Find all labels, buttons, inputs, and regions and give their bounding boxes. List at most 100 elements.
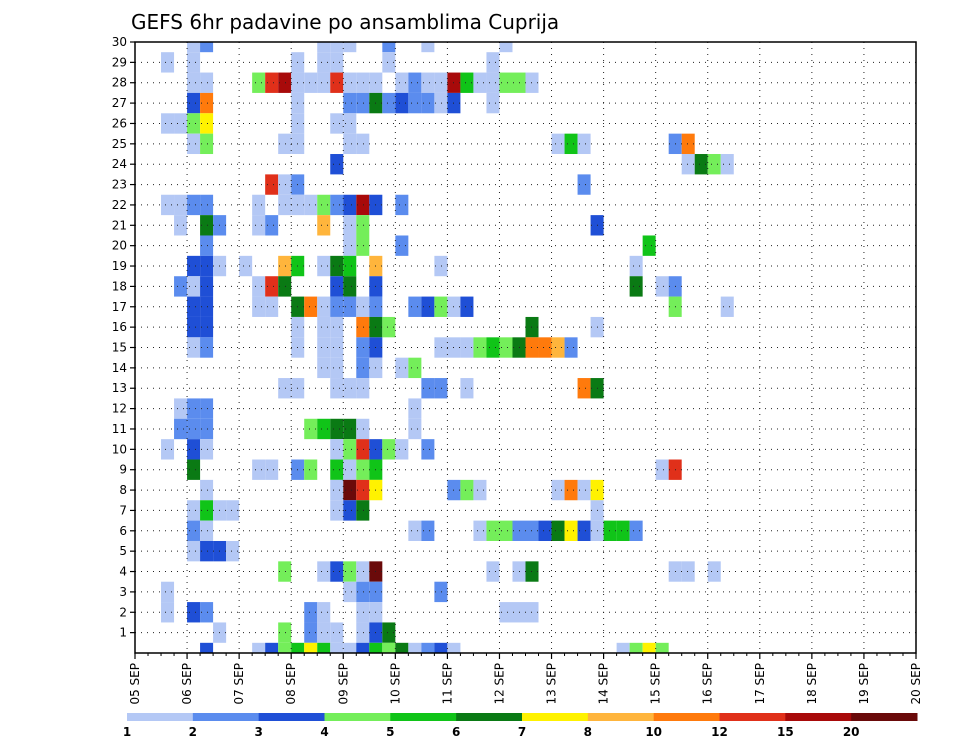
x-tick-label: 06 SEP: [180, 663, 194, 705]
heatmap-cell: [382, 52, 396, 73]
heatmap-cell: [551, 337, 565, 358]
colorbar-segment: [719, 713, 786, 721]
heatmap-cell: [408, 398, 422, 419]
heatmap-cell: [356, 133, 370, 155]
heatmap-cell: [200, 235, 214, 256]
heatmap-cell: [226, 540, 240, 562]
y-tick-label: 18: [112, 279, 127, 293]
colorbar-segment: [258, 713, 325, 721]
heatmap-cell: [200, 72, 214, 93]
heatmap-cell: [447, 642, 461, 653]
heatmap-cell: [174, 418, 188, 440]
colorbar-segment: [587, 713, 655, 721]
heatmap-cell: [343, 500, 357, 521]
heatmap-cell: [317, 642, 331, 653]
x-tick-label: 20 SEP: [909, 663, 923, 705]
heatmap-cell: [434, 378, 448, 399]
heatmap-cell: [278, 174, 292, 195]
heatmap-cell: [460, 296, 474, 317]
heatmap-cell: [330, 439, 344, 460]
heatmap-cell: [525, 316, 539, 338]
y-tick-label: 6: [119, 524, 127, 538]
heatmap-cell: [343, 642, 357, 653]
heatmap-cell: [265, 72, 279, 93]
y-tick-label: 1: [119, 626, 127, 640]
heatmap-cell: [655, 459, 669, 480]
heatmap-cell: [564, 133, 578, 155]
heatmap-cell: [187, 316, 201, 338]
heatmap-cell: [187, 52, 201, 73]
heatmap-cell: [187, 113, 201, 134]
heatmap-cell: [161, 194, 175, 216]
heatmap-cell: [304, 72, 318, 93]
y-tick-label: 15: [112, 341, 127, 355]
heatmap-cell: [525, 561, 539, 582]
x-tick-label: 15 SEP: [649, 663, 663, 705]
heatmap-cell: [356, 479, 370, 501]
y-tick-label: 5: [119, 544, 127, 558]
heatmap-cell: [473, 520, 487, 541]
heatmap-cell: [187, 296, 201, 317]
x-tick-label: 16 SEP: [701, 663, 715, 705]
heatmap-cell: [252, 215, 266, 236]
heatmap-cell: [343, 72, 357, 93]
heatmap-cell: [330, 154, 344, 175]
heatmap-cell: [421, 92, 435, 114]
heatmap-cell: [174, 276, 188, 297]
heatmap-cell: [265, 459, 279, 480]
heatmap-cell: [187, 92, 201, 114]
heatmap-cell: [434, 296, 448, 317]
colorbar-segment: [785, 713, 852, 721]
heatmap-cell: [421, 296, 435, 317]
heatmap-cell: [330, 418, 344, 440]
heatmap-cell: [330, 337, 344, 358]
heatmap-cell: [278, 255, 292, 277]
heatmap-cell: [317, 255, 331, 277]
heatmap-cell: [252, 296, 266, 317]
heatmap-cell: [330, 296, 344, 317]
heatmap-cell: [343, 194, 357, 216]
y-tick-label: 25: [112, 137, 127, 151]
heatmap-cell: [200, 439, 214, 460]
heatmap-cell: [720, 296, 734, 317]
chart-title: GEFS 6hr padavine po ansamblima Cuprija: [131, 10, 559, 34]
heatmap-cell: [252, 459, 266, 480]
heatmap-cell: [304, 296, 318, 317]
heatmap-cell: [382, 316, 396, 338]
heatmap-cell: [356, 316, 370, 338]
heatmap-cell: [200, 316, 214, 338]
heatmap-cell: [187, 500, 201, 521]
heatmap-cell: [187, 337, 201, 358]
heatmap-cell: [408, 72, 422, 93]
heatmap-cell: [265, 642, 279, 653]
heatmap-cell: [330, 357, 344, 379]
heatmap-cell: [330, 42, 344, 53]
heatmap-cell: [538, 520, 552, 541]
y-tick-label: 2: [119, 605, 127, 619]
heatmap-cell: [382, 642, 396, 653]
x-tick-label: 10 SEP: [388, 663, 402, 705]
heatmap-cell: [369, 642, 383, 653]
heatmap-cell: [382, 439, 396, 460]
heatmap-cell: [434, 642, 448, 653]
heatmap-cell: [343, 581, 357, 603]
heatmap-cell: [161, 581, 175, 603]
heatmap-cell: [421, 378, 435, 399]
heatmap-cell: [317, 622, 331, 643]
heatmap-cell: [616, 642, 630, 653]
heatmap-cell: [304, 418, 318, 440]
heatmap-cell: [356, 602, 370, 623]
heatmap-cell: [187, 459, 201, 480]
heatmap-cell: [187, 72, 201, 93]
heatmap-cell: [551, 479, 565, 501]
heatmap-cell: [343, 459, 357, 480]
heatmap-cell: [395, 92, 409, 114]
heatmap-cell: [317, 296, 331, 317]
heatmap-cell: [473, 479, 487, 501]
heatmap-cell: [278, 72, 292, 93]
y-tick-label: 12: [112, 402, 127, 416]
heatmap-cell: [707, 561, 721, 582]
heatmap-cell: [304, 459, 318, 480]
heatmap-cell: [278, 276, 292, 297]
heatmap-cell: [330, 622, 344, 643]
